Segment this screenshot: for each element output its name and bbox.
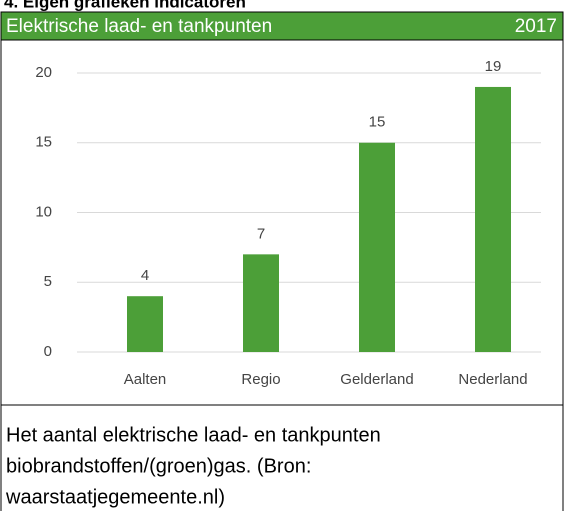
y-tick-label: 20 xyxy=(35,64,52,81)
chart-frame xyxy=(0,39,564,406)
data-label: 19 xyxy=(485,58,502,75)
bar xyxy=(243,254,279,352)
x-tick-label: Regio xyxy=(241,371,280,388)
bar xyxy=(359,142,395,352)
heading: 4. Eigen grafieken indicatoren xyxy=(4,0,246,11)
y-tick-label: 0 xyxy=(44,343,52,360)
y-tick-label: 10 xyxy=(35,203,52,220)
x-tick-label: Nederland xyxy=(458,371,527,388)
bar xyxy=(127,296,163,352)
chart-year: 2017 xyxy=(515,16,557,37)
caption-line: biobrandstoffen/(groen)gas. (Bron: xyxy=(6,455,311,477)
y-tick-label: 15 xyxy=(35,134,52,151)
bar xyxy=(475,86,511,352)
data-label: 4 xyxy=(141,267,149,284)
x-tick-label: Gelderland xyxy=(340,371,413,388)
caption-line: Het aantal elektrische laad- en tankpunt… xyxy=(6,424,381,446)
caption-line: waarstaatjegemeente.nl) xyxy=(5,486,225,508)
header-bar xyxy=(0,11,564,41)
data-label: 15 xyxy=(369,114,386,131)
caption-box xyxy=(0,404,564,511)
chart-title: Elektrische laad- en tankpunten xyxy=(6,16,272,37)
y-tick-label: 5 xyxy=(44,273,52,290)
data-label: 7 xyxy=(257,225,265,242)
x-tick-label: Aalten xyxy=(124,371,167,388)
